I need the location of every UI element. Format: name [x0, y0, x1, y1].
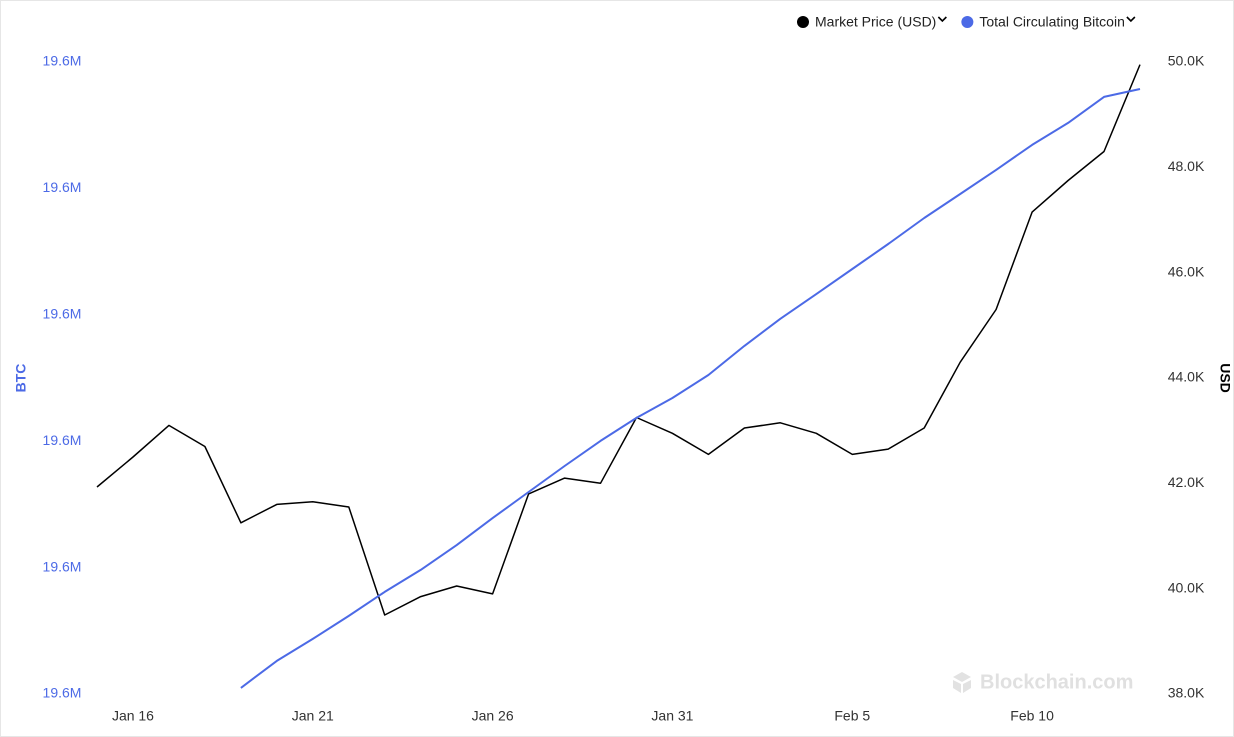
legend-marker — [797, 16, 809, 28]
x-tick-label: Jan 16 — [112, 708, 154, 724]
x-tick-label: Jan 31 — [651, 708, 693, 724]
legend-item[interactable]: Market Price (USD) — [797, 14, 947, 30]
legend-item[interactable]: Total Circulating Bitcoin — [961, 14, 1136, 30]
y2-tick-label: 50.0K — [1168, 53, 1205, 69]
legend-chevron — [1126, 16, 1136, 23]
y-tick-label: 19.6M — [43, 179, 82, 195]
x-tick-label: Jan 21 — [292, 708, 334, 724]
watermark: Blockchain.com — [980, 671, 1133, 693]
legend-chevron — [937, 16, 947, 23]
legend: Market Price (USD) Total Circulating Bitc… — [797, 14, 1136, 30]
legend-label: Total Circulating Bitcoin — [979, 14, 1125, 30]
y-tick-label: 19.6M — [43, 558, 82, 574]
y2-tick-label: 44.0K — [1168, 369, 1205, 385]
watermark-logo — [953, 672, 971, 693]
x-tick-label: Feb 10 — [1010, 708, 1054, 724]
y-tick-label: 19.6M — [43, 53, 82, 69]
y2-tick-label: 38.0K — [1168, 685, 1205, 701]
x-tick-label: Jan 26 — [472, 708, 514, 724]
y-tick-label: 19.6M — [43, 685, 82, 701]
legend-marker — [961, 16, 974, 28]
y-tick-label: 19.6M — [43, 432, 82, 448]
y-axis-label: BTC — [13, 364, 29, 393]
series-line — [240, 88, 1141, 689]
y-tick-label: 19.6M — [43, 306, 82, 322]
legend-label: Market Price (USD) — [815, 14, 936, 30]
y2-tick-label: 48.0K — [1168, 158, 1205, 174]
y2-axis-label: USD — [1217, 363, 1233, 393]
series-line — [96, 64, 1141, 616]
y2-tick-label: 40.0K — [1168, 579, 1205, 595]
x-tick-label: Feb 5 — [834, 708, 870, 724]
y2-tick-label: 46.0K — [1168, 263, 1205, 279]
y2-tick-label: 42.0K — [1168, 474, 1205, 490]
